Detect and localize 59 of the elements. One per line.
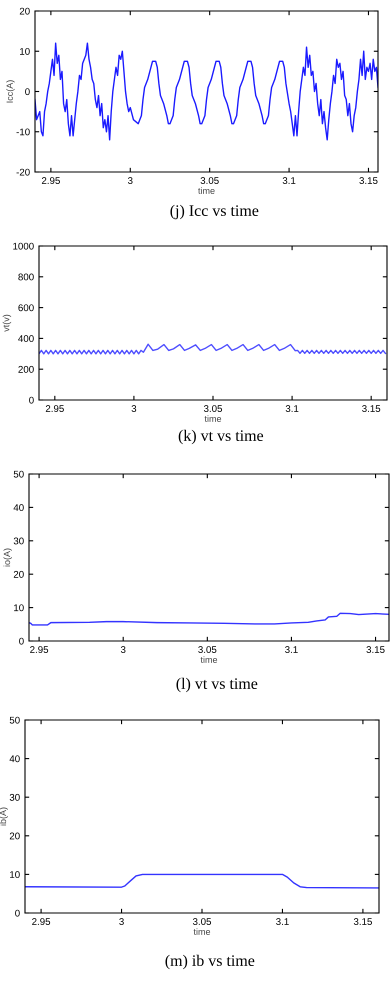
- y-axis-title: ib(A): [0, 808, 8, 826]
- y-tick-label: 800: [18, 274, 34, 280]
- x-tick-label: 3: [120, 646, 126, 653]
- x-tick-label: 3.15: [362, 405, 380, 412]
- text: (l) vt vs time: [176, 678, 258, 692]
- x-tick-label: 3.1: [276, 918, 289, 925]
- y-tick-label: 10: [14, 604, 24, 612]
- text: (j) Icc vs time: [170, 204, 258, 220]
- x-tick-label: 3.05: [204, 405, 222, 412]
- x-tick-label: 3.1: [282, 177, 296, 184]
- x-tick-label: 2.95: [42, 177, 60, 184]
- y-tick-label: 50: [10, 716, 20, 724]
- y-tick-label: 200: [18, 366, 34, 373]
- text: (k) vt vs time: [178, 430, 264, 444]
- x-tick-label: 2.95: [32, 918, 50, 925]
- y-tick-label: 0: [19, 638, 24, 645]
- y-tick-label: 0: [29, 396, 34, 404]
- y-tick-label: -10: [16, 128, 30, 136]
- x-axis-title: time: [200, 656, 218, 663]
- x-tick-label: 2.95: [30, 646, 48, 653]
- line-series: [29, 612, 389, 626]
- x-tick-label: 3.05: [192, 918, 212, 925]
- y-axis-title: io(A): [4, 548, 12, 566]
- y-tick-label: 10: [20, 48, 30, 55]
- y-axis-title: Icc(A): [6, 80, 15, 102]
- x-tick-label: 3.1: [285, 646, 298, 653]
- y-tick-label: 0: [15, 910, 20, 917]
- line-series: [25, 874, 379, 889]
- y-tick-label: 40: [10, 755, 20, 762]
- x-axis-title: time: [198, 187, 215, 194]
- x-tick-label: 3.15: [366, 646, 385, 653]
- x-tick-label: 3: [132, 405, 136, 412]
- x-tick-label: 3.05: [198, 646, 216, 653]
- y-tick-label: 1000: [13, 242, 34, 250]
- x-tick-label: 3: [119, 918, 124, 925]
- x-tick-label: 3.05: [200, 177, 219, 184]
- y-tick-label: 30: [14, 538, 24, 544]
- x-axis-title: time: [204, 415, 222, 422]
- y-tick-label: 20: [10, 832, 20, 840]
- x-tick-label: 3: [128, 177, 133, 184]
- x-tick-label: 3.15: [354, 918, 372, 925]
- text: (m) ib vs time: [165, 954, 254, 970]
- x-tick-label: 2.95: [46, 405, 64, 412]
- y-tick-label: 50: [14, 470, 24, 478]
- y-tick-label: 20: [14, 570, 24, 578]
- y-tick-label: 30: [10, 794, 20, 801]
- y-tick-label: 400: [18, 335, 34, 342]
- y-tick-label: 40: [14, 504, 24, 512]
- y-tick-label: 20: [20, 8, 30, 15]
- x-tick-label: 3.15: [359, 177, 378, 184]
- y-tick-label: -20: [16, 168, 30, 176]
- x-tick-label: 3.1: [286, 405, 298, 412]
- y-tick-label: 0: [25, 88, 30, 96]
- x-axis-title: time: [194, 928, 210, 935]
- y-tick-label: 10: [10, 871, 20, 878]
- y-tick-label: 600: [18, 304, 34, 312]
- line-series: [35, 42, 378, 140]
- y-axis-title: vt(v): [2, 314, 12, 332]
- line-series: [39, 344, 386, 354]
